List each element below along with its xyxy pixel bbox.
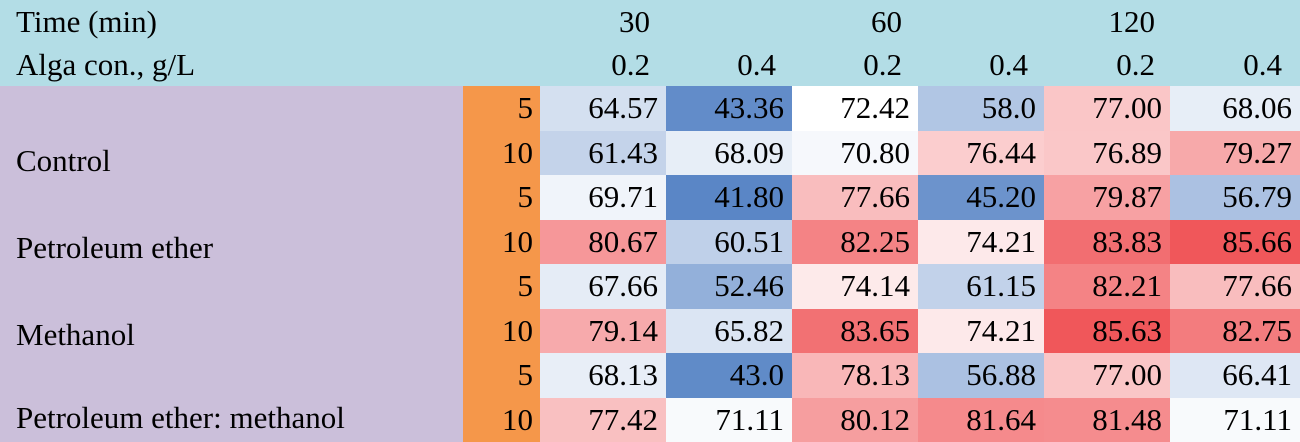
heatmap-cell: 71.11: [1170, 398, 1300, 442]
time-120-header: 120: [1108, 4, 1156, 39]
time-header-label: Time (min): [16, 4, 157, 39]
method-label-petroleum-ether-methanol: Petroleum ether: methanol: [16, 400, 345, 435]
dose-label: 5: [517, 357, 534, 392]
heatmap-cell: 81.48: [1044, 398, 1170, 442]
heatmap-cell: 82.75: [1170, 309, 1300, 353]
heatmap-cell: 61.15: [918, 264, 1044, 309]
heatmap-cell: 79.27: [1170, 131, 1300, 175]
heatmap-cell: 76.44: [918, 131, 1044, 175]
method-column: Control Petroleum ether Methanol Petrole…: [0, 86, 463, 442]
method-label-control: Control: [16, 143, 111, 178]
time-30-header: 30: [619, 4, 650, 39]
dose-label: 5: [517, 179, 534, 214]
heatmap-cell: 79.87: [1044, 175, 1170, 220]
heatmap-cell: 41.80: [666, 175, 792, 220]
heatmap-cell: 66.41: [1170, 353, 1300, 398]
dose-label: 5: [517, 268, 534, 303]
heatmap-cell: 82.21: [1044, 264, 1170, 309]
conc-header-2: 0.4: [737, 47, 776, 82]
time-60-header: 60: [871, 4, 902, 39]
heatmap-cell: 58.0: [918, 86, 1044, 131]
heatmap-cell: 56.79: [1170, 175, 1300, 220]
heatmap-cell: 77.00: [1044, 353, 1170, 398]
heatmap-cell: 43.0: [666, 353, 792, 398]
heatmap-cell: 65.82: [666, 309, 792, 353]
conc-header-5: 0.2: [1116, 47, 1155, 82]
heatmap-cell: 77.42: [540, 398, 666, 442]
conc-header-1: 0.2: [611, 47, 650, 82]
heatmap-cell: 74.21: [918, 309, 1044, 353]
heatmap-cell: 68.13: [540, 353, 666, 398]
heatmap-cell: 81.64: [918, 398, 1044, 442]
heatmap-cell: 80.12: [792, 398, 918, 442]
heatmap-cell: 79.14: [540, 309, 666, 353]
heatmap-cell: 70.80: [792, 131, 918, 175]
heatmap-cell: 60.51: [666, 220, 792, 264]
method-label-petroleum-ether: Petroleum ether: [16, 230, 214, 265]
heatmap-cell: 69.71: [540, 175, 666, 220]
heatmap-cell: 77.00: [1044, 86, 1170, 131]
heatmap-cell: 68.09: [666, 131, 792, 175]
heatmap-cell: 74.21: [918, 220, 1044, 264]
heatmap-cell: 78.13: [792, 353, 918, 398]
dose-column: [463, 86, 540, 442]
dose-label: 10: [502, 402, 533, 437]
heatmap-cell: 77.66: [792, 175, 918, 220]
heatmap-cell: 45.20: [918, 175, 1044, 220]
heatmap-cell: 56.88: [918, 353, 1044, 398]
heatmap-cell: 61.43: [540, 131, 666, 175]
dose-label: 10: [502, 224, 533, 259]
heatmap-cell: 83.65: [792, 309, 918, 353]
conc-header-4: 0.4: [989, 47, 1028, 82]
dose-label: 10: [502, 135, 533, 170]
concentration-header-label: Alga con., g/L: [16, 47, 196, 82]
conc-header-6: 0.4: [1243, 47, 1282, 82]
heatmap-cell: 83.83: [1044, 220, 1170, 264]
heatmap-cell: 67.66: [540, 264, 666, 309]
heatmap-cell: 77.66: [1170, 264, 1300, 309]
heatmap-cell: 85.63: [1044, 309, 1170, 353]
method-label-methanol: Methanol: [16, 317, 135, 352]
heatmap-cell: 80.67: [540, 220, 666, 264]
conc-header-3: 0.2: [863, 47, 902, 82]
heatmap-cell: 71.11: [666, 398, 792, 442]
heatmap-cell: 64.57: [540, 86, 666, 131]
heatmap-cell: 68.06: [1170, 86, 1300, 131]
dose-label: 10: [502, 313, 533, 348]
heatmap-cell: 72.42: [792, 86, 918, 131]
heatmap-cell: 52.46: [666, 264, 792, 309]
heatmap-cell: 74.14: [792, 264, 918, 309]
dose-label: 5: [517, 90, 534, 125]
heatmap-cell: 82.25: [792, 220, 918, 264]
heatmap-cell: 43.36: [666, 86, 792, 131]
header-band: Time (min) Alga con., g/L 30 60 120 0.2 …: [0, 0, 1300, 86]
heatmap-cell: 85.66: [1170, 220, 1300, 264]
heatmap-cell: 76.89: [1044, 131, 1170, 175]
